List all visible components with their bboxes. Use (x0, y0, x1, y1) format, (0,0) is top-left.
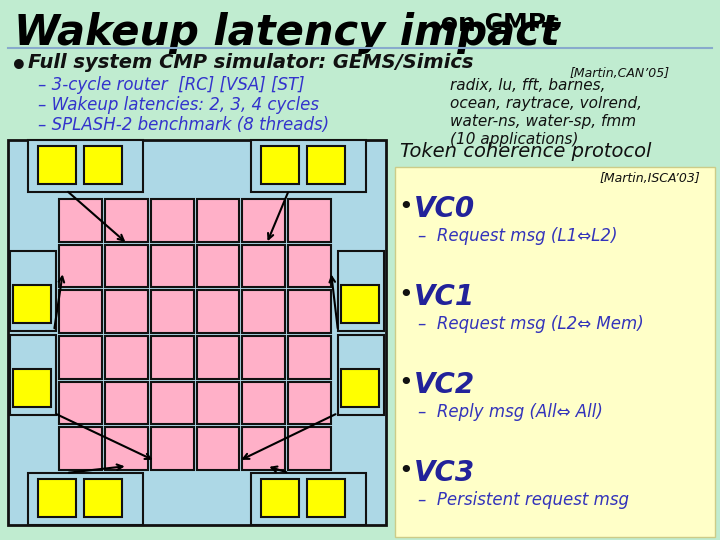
Bar (105, 336, 148, 379)
Text: [Martin,ISCA’03]: [Martin,ISCA’03] (599, 172, 700, 185)
Bar (150, 336, 194, 379)
Bar (59, 199, 102, 242)
Bar (307, 146, 345, 184)
Bar (243, 382, 285, 424)
Text: (10 applications): (10 applications) (450, 132, 578, 147)
Bar (197, 336, 239, 379)
Bar (338, 335, 384, 415)
Text: –  Request msg (L2⇔ Mem): – Request msg (L2⇔ Mem) (418, 315, 644, 333)
Bar (105, 199, 148, 242)
Text: •: • (398, 283, 413, 307)
Text: water-ns, water-sp, fmm: water-ns, water-sp, fmm (450, 114, 636, 129)
Bar (8, 140, 386, 525)
Bar (13, 369, 51, 407)
Text: –  Request msg (L1⇔L2): – Request msg (L1⇔L2) (418, 227, 618, 245)
Bar (59, 291, 102, 333)
Bar (243, 291, 285, 333)
Bar (28, 473, 143, 525)
Bar (261, 146, 299, 184)
Text: ocean, raytrace, volrend,: ocean, raytrace, volrend, (450, 96, 642, 111)
Bar (13, 285, 51, 323)
Bar (59, 336, 102, 379)
Bar (59, 245, 102, 287)
Text: •: • (398, 195, 413, 219)
Text: Token coherence protocol: Token coherence protocol (400, 142, 652, 161)
Bar (150, 382, 194, 424)
Bar (10, 251, 56, 331)
Bar (243, 336, 285, 379)
Bar (243, 199, 285, 242)
Bar (197, 199, 239, 242)
Bar (28, 140, 143, 192)
Bar (288, 336, 331, 379)
Bar (251, 473, 366, 525)
Bar (338, 251, 384, 331)
Bar (251, 140, 366, 192)
Bar (197, 245, 239, 287)
Bar (197, 427, 239, 470)
Bar (288, 291, 331, 333)
Bar (59, 382, 102, 424)
Bar (395, 167, 715, 537)
Bar (59, 427, 102, 470)
Bar (150, 199, 194, 242)
Text: •: • (10, 53, 28, 81)
Bar (84, 146, 122, 184)
Bar (105, 245, 148, 287)
Text: VC2: VC2 (414, 371, 475, 399)
Bar (150, 427, 194, 470)
Text: Wakeup latency impact: Wakeup latency impact (14, 12, 559, 54)
Bar (38, 479, 76, 517)
Bar (288, 199, 331, 242)
Bar (150, 291, 194, 333)
Bar (261, 479, 299, 517)
Text: [Martin,CAN’05]: [Martin,CAN’05] (570, 67, 670, 80)
Text: •: • (398, 371, 413, 395)
Text: Full system CMP simulator: GEMS/Simics: Full system CMP simulator: GEMS/Simics (28, 53, 474, 72)
Text: – 3-cycle router  [RC] [VSA] [ST]: – 3-cycle router [RC] [VSA] [ST] (38, 76, 305, 94)
Bar (197, 291, 239, 333)
Text: •: • (398, 459, 413, 483)
Text: –  Persistent request msg: – Persistent request msg (418, 491, 629, 509)
Text: VC3: VC3 (414, 459, 475, 487)
Bar (288, 245, 331, 287)
Text: – Wakeup latencies: 2, 3, 4 cycles: – Wakeup latencies: 2, 3, 4 cycles (38, 96, 319, 114)
Bar (307, 479, 345, 517)
Bar (197, 382, 239, 424)
Bar (288, 427, 331, 470)
Bar (105, 291, 148, 333)
Text: radix, lu, fft, barnes,: radix, lu, fft, barnes, (450, 78, 606, 93)
Text: –  Reply msg (All⇔ All): – Reply msg (All⇔ All) (418, 403, 603, 421)
Bar (288, 382, 331, 424)
Text: on CMPs: on CMPs (432, 12, 560, 36)
Bar (243, 245, 285, 287)
Bar (243, 427, 285, 470)
Bar (341, 285, 379, 323)
Bar (84, 479, 122, 517)
Text: – SPLASH-2 benchmark (8 threads): – SPLASH-2 benchmark (8 threads) (38, 116, 329, 134)
Bar (150, 245, 194, 287)
Bar (105, 382, 148, 424)
Bar (38, 146, 76, 184)
Bar (105, 427, 148, 470)
Text: VC0: VC0 (414, 195, 475, 223)
Bar (341, 369, 379, 407)
Bar (10, 335, 56, 415)
Text: VC1: VC1 (414, 283, 475, 311)
